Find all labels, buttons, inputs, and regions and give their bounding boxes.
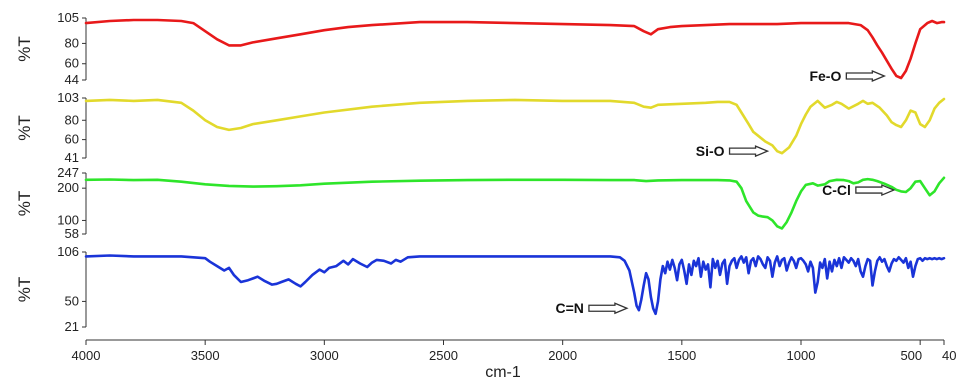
y-tick-label: 41 (65, 150, 79, 165)
y-axis-label: %T (15, 191, 34, 217)
y-tick-label: 105 (57, 10, 79, 25)
spectrum-line-2 (84, 97, 946, 155)
y-tick-label: 247 (57, 165, 79, 180)
y-tick-label: 58 (65, 226, 79, 241)
annotation-label: C-Cl (822, 182, 851, 198)
y-axis-label: %T (15, 277, 34, 303)
y-tick-label: 50 (65, 293, 79, 308)
y-tick-label: 21 (65, 319, 79, 334)
peak-annotation-2: Si-O (696, 143, 770, 159)
y-axis-label: %T (15, 115, 34, 141)
x-tick-label: 400 (942, 348, 956, 363)
y-tick-label: 60 (65, 56, 79, 71)
x-tick-label: 500 (900, 348, 922, 363)
annotation-label: Fe-O (809, 68, 841, 84)
annotation-arrow (588, 302, 629, 315)
x-tick-label: 2500 (429, 348, 458, 363)
y-tick-label: 100 (57, 212, 79, 227)
y-tick-label: 200 (57, 180, 79, 195)
annotation-arrow (845, 69, 887, 82)
y-tick-label: 103 (57, 90, 79, 105)
spectrum-line-1 (84, 18, 946, 80)
x-axis: 4000 3500 3000 2500 2000 1500 1000 500 400 (72, 339, 956, 363)
peak-annotation-3: C-Cl (822, 182, 896, 198)
x-tick-label: 3000 (310, 348, 339, 363)
annotation-arrow (728, 145, 770, 158)
annotation-label: Si-O (696, 143, 725, 159)
annotation-label: C=N (556, 300, 584, 316)
spectrum-panel-2: 103 80 60 41 %T Si-O (15, 90, 946, 165)
y-tick-label: 44 (65, 72, 79, 87)
x-axis-label: cm-1 (485, 364, 521, 381)
peak-annotation-4: C=N (556, 300, 629, 316)
spectrum-line-4 (84, 254, 946, 316)
y-tick-label: 80 (65, 112, 79, 127)
y-tick-label: 80 (65, 35, 79, 50)
x-tick-label: 2000 (548, 348, 577, 363)
annotation-arrow (855, 184, 896, 197)
y-tick-label: 106 (57, 244, 79, 259)
x-tick-label: 4000 (72, 348, 101, 363)
spectrum-panel-4: 106 50 21 %T C=N (15, 244, 946, 334)
spectrum-line-3 (84, 176, 946, 230)
peak-annotation-1: Fe-O (809, 68, 887, 84)
y-tick-label: 60 (65, 132, 79, 147)
x-tick-label: 3500 (191, 348, 220, 363)
y-axis-label: %T (15, 36, 34, 62)
x-tick-label: 1500 (667, 348, 696, 363)
x-tick-label: 1000 (787, 348, 816, 363)
panels-layer: 105806044%TFe-O103806041%TSi-O2472001005… (15, 10, 946, 334)
